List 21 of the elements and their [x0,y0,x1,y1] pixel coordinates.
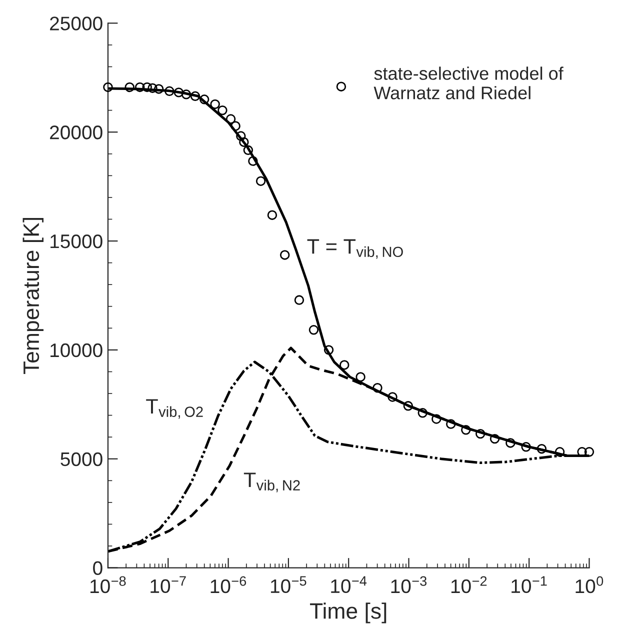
x-tick-label: 10$^{−1}$ [512,576,547,594]
y-axis-title: Temperature [K] [22,218,44,374]
x-tick-label: 10$^{−3}$ [391,576,427,594]
y-tick-label: 15000 [50,234,102,248]
x-tick-label: 10$^{−6}$ [210,576,246,594]
series-label: T$_{vib,N2}$ [244,472,300,492]
x-tick-label: 10$^{−2}$ [451,576,487,594]
y-tick-label: 0 [93,561,102,576]
x-tick-label: 10$^{0}$ [576,576,604,594]
y-tick-label: 10000 [50,343,102,358]
x-axis-title: Time [s] [310,602,386,624]
y-tick-label: 25000 [50,16,102,30]
series-label: T$_{vib,O2}$ [146,399,203,419]
legend-label: state-selective model of Warnatz and Riedel [374,66,564,100]
series-label: T = T$_{vib,NO}$ [307,239,403,259]
x-tick-label: 10$^{−5}$ [270,576,306,594]
x-tick-label: 10$^{−4}$ [331,576,367,594]
x-tick-label: 10$^{−8}$ [90,576,126,594]
y-tick-label: 20000 [50,126,102,140]
x-tick-label: 10$^{−7}$ [150,576,186,594]
y-tick-label: 5000 [60,452,102,466]
